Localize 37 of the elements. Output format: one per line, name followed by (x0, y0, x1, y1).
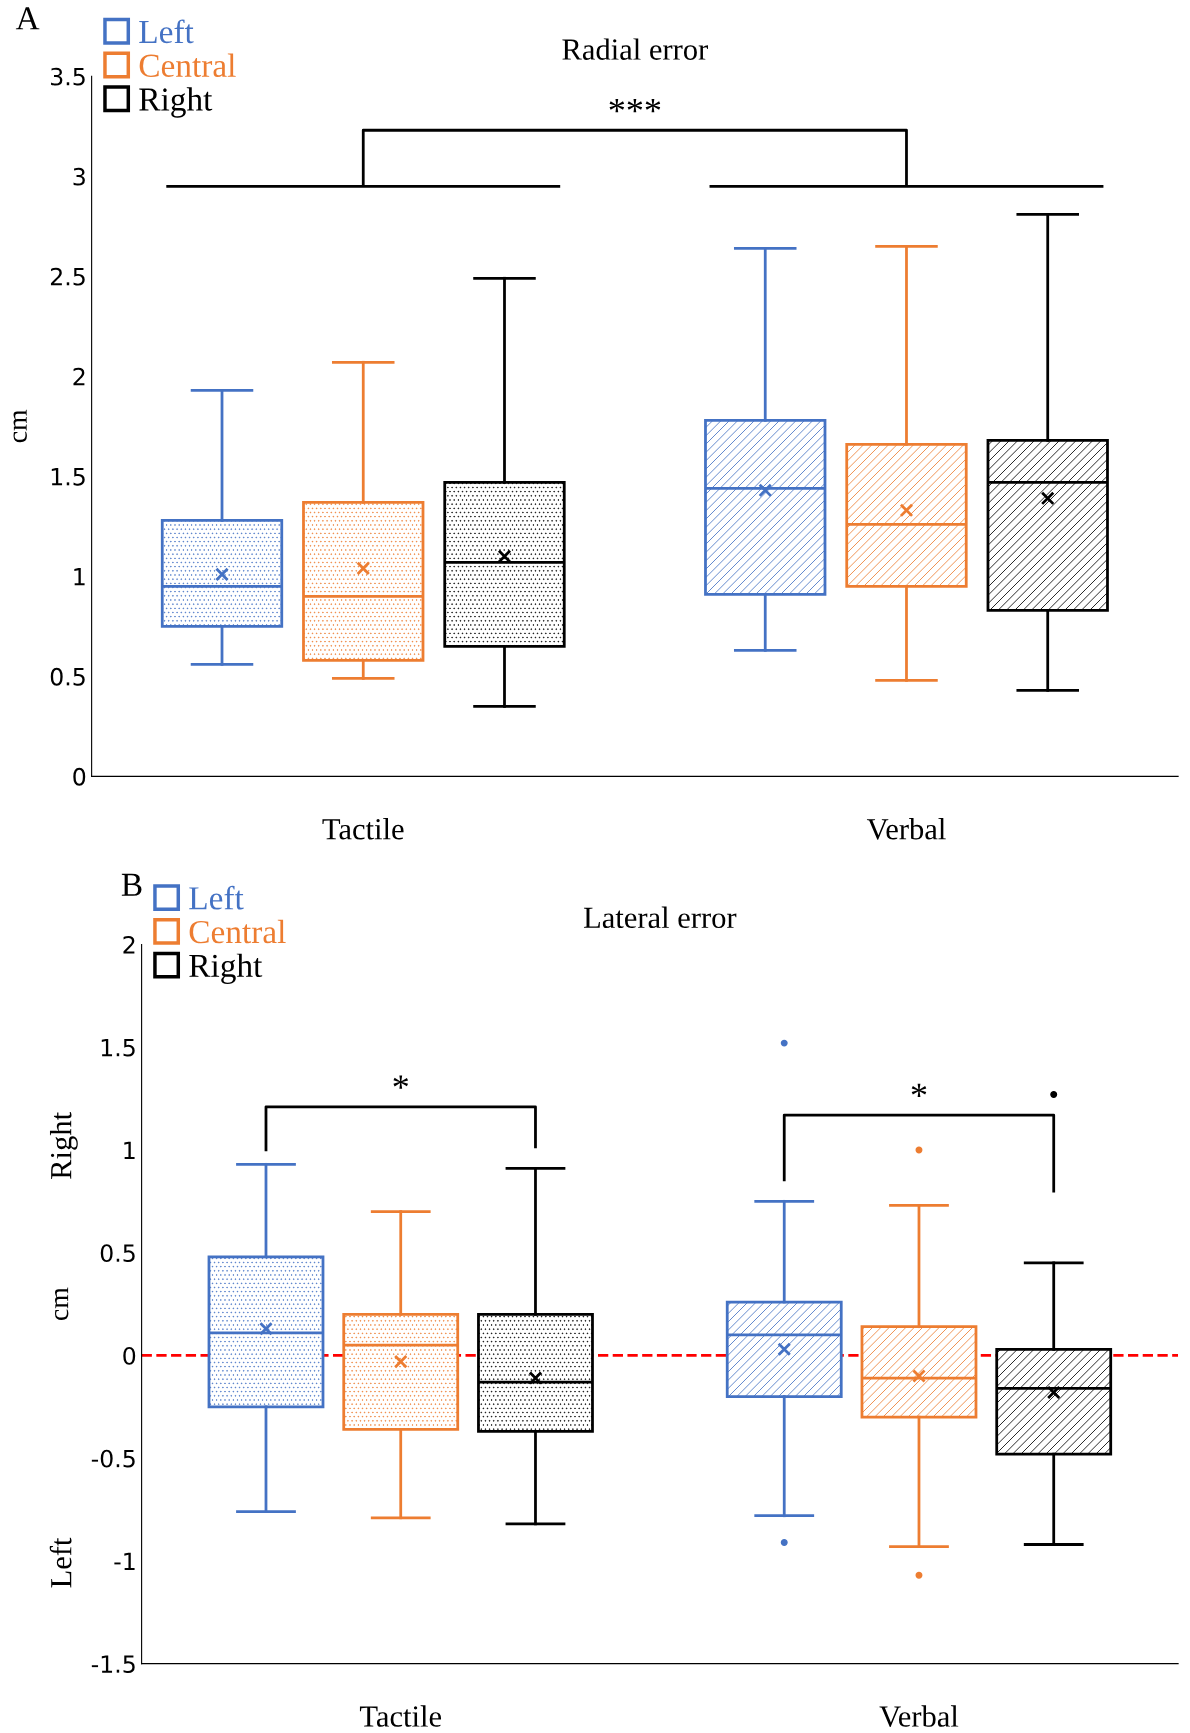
y-tick-label: 2 (123, 935, 135, 954)
text: A (15, 7, 40, 30)
y-tick-label: 2 (73, 367, 85, 386)
y-tick-label: 1.5 (51, 468, 85, 486)
x-tick-label: Verbal (879, 1705, 959, 1728)
y-tick-label: 0.5 (100, 1244, 135, 1263)
x-tick-label: Tactile (359, 1705, 442, 1727)
y-tick-label: 2.5 (50, 267, 85, 286)
y-tick-label: 0 (123, 1346, 136, 1365)
text: Central (189, 919, 286, 944)
y-tick-label: 1.5 (101, 1038, 135, 1057)
text: Right (189, 953, 263, 984)
text: Right (139, 87, 213, 118)
y-tick-label: -1 (114, 1552, 135, 1570)
chart-title: Radial error (562, 38, 708, 60)
x-tick-label: Tactile (322, 818, 404, 840)
text: Left (49, 1537, 72, 1588)
y-tick-label: 1 (74, 568, 85, 586)
y-tick-label: 3.5 (51, 67, 85, 86)
y-axis-title: cm (13, 409, 27, 443)
annotation: *** (609, 98, 661, 113)
y-tick-label: 1 (124, 1141, 135, 1159)
y-tick-label: 3 (73, 167, 85, 186)
y-axis-title: cm (55, 1287, 69, 1320)
annotation: * (393, 1075, 409, 1089)
x-tick-label: Verbal (866, 818, 946, 840)
text: Left (139, 19, 194, 44)
text: Left (189, 885, 244, 910)
text: B (121, 873, 142, 896)
text: Central (139, 53, 236, 77)
y-tick-label: 0 (73, 767, 86, 786)
chart-title: Lateral error (583, 906, 737, 929)
annotation: * (911, 1083, 927, 1097)
y-tick-label: 0.5 (50, 667, 85, 686)
y-tick-label: -0.5 (91, 1449, 135, 1468)
y-tick-label: -1.5 (91, 1655, 135, 1673)
text: Right (49, 1112, 78, 1179)
